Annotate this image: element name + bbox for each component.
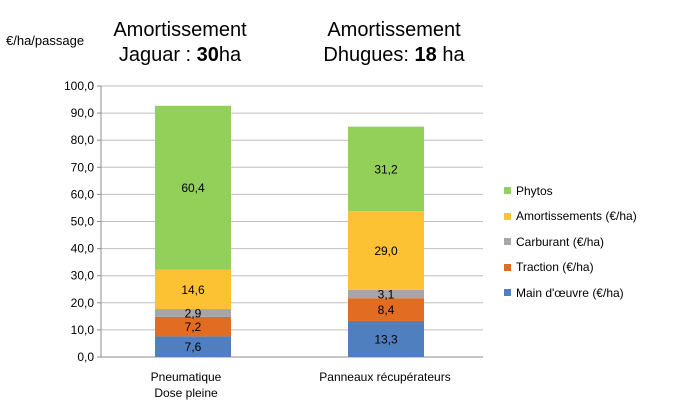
bar-segment <box>348 289 424 299</box>
data-label: 31,2 <box>374 162 398 176</box>
legend-swatch <box>504 212 511 220</box>
y-tick-label: 20,0 <box>71 296 95 310</box>
legend-swatch <box>504 263 511 271</box>
bar-segment <box>155 336 231 357</box>
data-label: 13,3 <box>374 332 398 346</box>
y-tick-label: 50,0 <box>71 215 95 229</box>
legend-label: Phytos <box>516 183 553 198</box>
bar-segment <box>348 126 424 212</box>
group-title-1-line2: Jaguar : 30ha <box>118 44 242 66</box>
group-title-2: Amortissement Dhugues: 18 ha <box>294 18 494 68</box>
y-tick-label: 30,0 <box>71 269 95 283</box>
x-category-2-line1: Panneaux récupérateurs <box>319 370 451 384</box>
y-tick-label: 70,0 <box>71 160 95 174</box>
legend-label: Traction (€/ha) <box>516 260 594 275</box>
bar-segment <box>155 105 231 270</box>
legend-swatch <box>504 289 511 297</box>
legend-item-carburant: Carburant (€/ha) <box>504 229 637 255</box>
data-label: 60,4 <box>181 181 205 195</box>
legend-swatch <box>504 187 511 195</box>
legend-label: Amortissements (€/ha) <box>516 209 637 224</box>
y-tick-label: 10,0 <box>71 323 95 337</box>
x-category-2: Panneaux récupérateurs <box>300 369 470 385</box>
data-label: 7,6 <box>185 340 202 354</box>
legend-label: Main d'œuvre (€/ha) <box>516 285 624 300</box>
group-title-1: Amortissement Jaguar : 30ha <box>80 18 280 68</box>
legend-label: Carburant (€/ha) <box>516 234 605 249</box>
data-label: 7,2 <box>185 320 202 334</box>
bar-segment <box>155 269 231 310</box>
data-label: 8,4 <box>378 303 395 317</box>
legend-item-amortissements: Amortissements (€/ha) <box>504 204 637 230</box>
bar-segment <box>155 309 231 317</box>
legend-item-phytos: Phytos <box>504 178 637 204</box>
data-label: 3,1 <box>378 287 395 301</box>
bar-segment <box>348 211 424 290</box>
bar-segment <box>155 316 231 337</box>
group-title-1-line1: Amortissement <box>113 19 247 41</box>
x-category-1: Pneumatique Dose pleine <box>126 369 246 401</box>
y-tick-label: 100,0 <box>64 79 94 93</box>
legend-swatch <box>504 238 511 246</box>
data-label: 2,9 <box>185 306 202 320</box>
group-title-2-line2: Dhugues: 18 ha <box>323 44 465 66</box>
y-tick-label: 90,0 <box>71 106 95 120</box>
y-tick-label: 0,0 <box>77 350 94 364</box>
x-category-1-line1: Pneumatique <box>150 370 222 384</box>
y-axis-label: €/ha/passage <box>6 33 85 48</box>
legend-item-traction: Traction (€/ha) <box>504 255 637 281</box>
y-tick-label: 80,0 <box>71 133 95 147</box>
data-label: 29,0 <box>374 244 398 258</box>
bar-segment <box>348 298 424 321</box>
x-category-1-line2: Dose pleine <box>154 386 218 400</box>
group-title-2-line1: Amortissement <box>327 19 461 41</box>
y-tick-label: 60,0 <box>71 187 95 201</box>
legend: Phytos Amortissements (€/ha) Carburant (… <box>504 178 637 306</box>
bar-segment <box>348 320 424 357</box>
data-label: 14,6 <box>181 283 205 297</box>
legend-item-main-oeuvre: Main d'œuvre (€/ha) <box>504 280 637 306</box>
y-tick-label: 40,0 <box>71 242 95 256</box>
